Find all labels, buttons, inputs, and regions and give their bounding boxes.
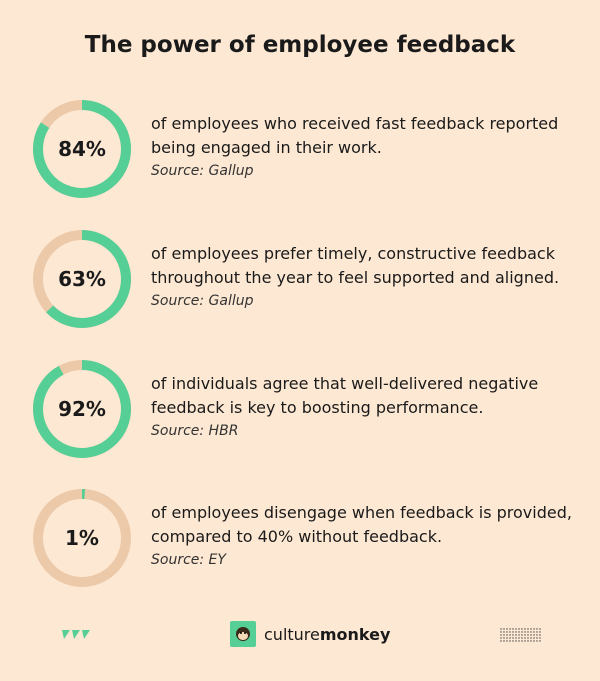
stat-source: Source: HBR	[151, 423, 239, 439]
page-title: The power of employee feedback	[84, 32, 516, 58]
donut-value-arc	[33, 360, 131, 458]
donut-chart	[33, 360, 131, 458]
stat-item: 84% of employees who received fast feedb…	[0, 100, 600, 210]
dot-grid-decoration-icon	[500, 628, 541, 642]
donut-chart	[33, 230, 131, 328]
percentage-label: 1%	[65, 526, 99, 550]
stat-source: Source: Gallup	[151, 163, 254, 179]
culturemonkey-logo: culturemonkey	[230, 621, 390, 647]
stat-description: of employees who received fast feedback …	[151, 114, 559, 157]
stat-source: Source: EY	[151, 552, 226, 568]
percentage-label: 63%	[58, 267, 106, 291]
stat-description: of employees disengage when feedback is …	[151, 503, 572, 546]
triangles-decoration-icon	[62, 630, 90, 639]
donut-value-arc	[33, 100, 131, 198]
monkey-face-icon	[230, 621, 256, 647]
brand-bold: monkey	[319, 624, 391, 644]
stat-item: 63% of employees prefer timely, construc…	[0, 230, 600, 340]
donut-chart	[33, 100, 131, 198]
stat-source: Source: Gallup	[151, 293, 254, 309]
donut-value-arc	[33, 489, 131, 587]
stat-description: of individuals agree that well-delivered…	[151, 374, 539, 417]
stat-description: of employees prefer timely, constructive…	[151, 244, 560, 287]
footer: culturemonkey	[0, 620, 600, 650]
brand-light: culture	[264, 624, 320, 644]
donut-value-arc	[33, 230, 131, 328]
donut-chart	[33, 489, 131, 587]
percentage-label: 92%	[58, 397, 106, 421]
brand-name: culturemonkey	[264, 625, 390, 644]
stat-item: 92% of individuals agree that well-deliv…	[0, 360, 600, 470]
stat-item: 1% of employees disengage when feedback …	[0, 489, 600, 599]
percentage-label: 84%	[58, 137, 106, 161]
